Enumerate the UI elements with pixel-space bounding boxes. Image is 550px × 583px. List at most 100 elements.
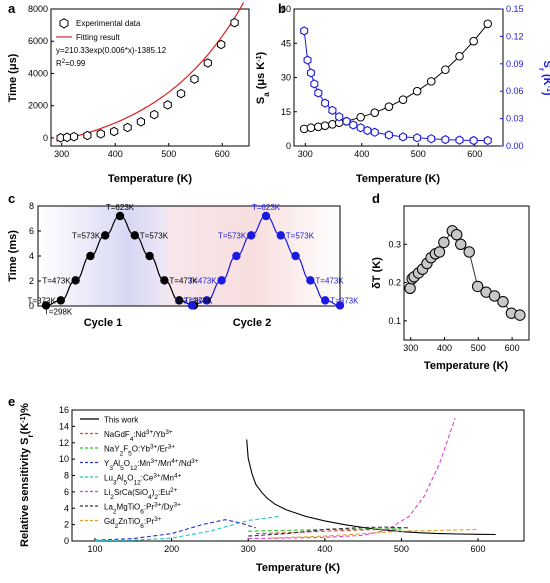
panel-b-ylabel-left: Sa (μs K-1) (255, 52, 271, 105)
y-tick-label: 0.2 (388, 278, 401, 288)
y-tick-label: 60 (281, 4, 291, 14)
sr-point (308, 69, 315, 77)
y-tick-label: 0 (43, 133, 48, 143)
data-point (204, 59, 211, 67)
temp-label: T=623K (106, 203, 135, 212)
legend-label-experimental: Experimental data (76, 19, 141, 28)
data-point (63, 133, 70, 141)
x-tick-label: 600 (471, 544, 486, 554)
sr-point (329, 106, 336, 114)
cycle-point (217, 276, 225, 284)
panel-label-e: e (8, 394, 15, 409)
panel-d-points (405, 226, 525, 321)
x-tick-label: 500 (394, 544, 409, 554)
sa-point (470, 37, 478, 45)
y-tick-label: 8 (29, 201, 34, 211)
temp-label: T=373K (28, 296, 57, 305)
sr-point (400, 133, 407, 141)
sa-point (385, 103, 393, 111)
x-tick-label: 600 (215, 149, 230, 159)
cycle-point (262, 212, 270, 220)
legend-entry: Lu3Al5O12:Ce3+/Mn4+ (104, 472, 182, 486)
dt-point (452, 230, 462, 240)
dt-point (464, 247, 474, 257)
cycle-point (71, 276, 79, 284)
cycle-point (116, 212, 124, 220)
cycle-point (160, 276, 168, 284)
y-tick-label: 2 (29, 276, 34, 286)
temp-label: T=623K (252, 203, 281, 212)
x-tick-label: 500 (161, 149, 176, 159)
sa-point (413, 87, 421, 95)
sr-point (385, 131, 392, 139)
temp-label: T=298K (44, 307, 73, 316)
cycle-point (306, 276, 314, 284)
y-tick-label: 8 (64, 471, 69, 481)
y-tick-label: 0.3 (388, 239, 401, 249)
panel-d-xlabel: Temperature (K) (424, 360, 508, 372)
sa-point (371, 109, 379, 117)
data-point (231, 19, 238, 27)
y-tick-label: 6 (64, 487, 69, 497)
y-tick-label: 4 (64, 503, 69, 513)
temp-label: T=373K (174, 296, 203, 305)
y-tick-label: 0 (286, 141, 291, 151)
temp-label: T=473K (315, 276, 344, 285)
data-point (70, 133, 77, 141)
panel-b-ylabel-right: Sr (K-1) (538, 60, 550, 95)
x-tick-label: 500 (471, 343, 486, 353)
x-tick-label: 600 (505, 343, 520, 353)
cycle-point (277, 231, 285, 239)
x-tick-label: 500 (411, 149, 426, 159)
sr-point (364, 127, 371, 135)
panel-a-frame (51, 9, 249, 146)
dt-point (439, 237, 449, 247)
panel-d-ylabel: δT (K) (371, 257, 383, 289)
y-tick-label: 8000 (28, 4, 48, 14)
y-tick-label: 0.1 (388, 316, 401, 326)
legend-entry: Li2SrCa(SiO4)2:Eu2+ (104, 487, 178, 501)
y-tick-label: 12 (59, 438, 69, 448)
temp-label: T=573K (140, 231, 169, 240)
y-tick-label: 0 (64, 536, 69, 546)
data-point (191, 75, 198, 83)
sa-point (456, 52, 464, 60)
sr-point (336, 113, 343, 121)
temp-label: T=573K (218, 231, 247, 240)
sr-point (343, 117, 350, 125)
cycle-point (321, 296, 329, 304)
sa-point (399, 96, 407, 104)
panel-e-xlabel: Temperature (K) (256, 562, 340, 574)
x-tick-label: 300 (241, 544, 256, 554)
y-tick-label: 30 (281, 73, 291, 83)
cycle-point (86, 252, 94, 260)
dt-point (405, 283, 415, 293)
series-line (247, 440, 496, 535)
cycle-point (232, 252, 240, 260)
sr-point (315, 89, 322, 97)
cycle-point (57, 296, 65, 304)
legend-entry: This work (104, 416, 139, 425)
data-point (151, 110, 158, 118)
y-tick-label: 15 (281, 107, 291, 117)
sr-point (304, 56, 311, 64)
x-tick-label: 600 (467, 149, 482, 159)
y-tick-label: 2 (64, 520, 69, 530)
dt-point (456, 239, 466, 249)
y-tick-label: 4 (29, 251, 34, 261)
y-right-tick-label: 0.12 (506, 31, 524, 41)
x-tick-label: 300 (403, 343, 418, 353)
y-tick-label: 4000 (28, 68, 48, 78)
panel-a-ylabel: Time (μs) (7, 53, 19, 102)
sr-point (470, 137, 477, 145)
temp-label: T=373K (330, 296, 359, 305)
legend-entry: NaGdF4:Nd3+/Yb3+ (104, 429, 173, 443)
cycle2-label: Cycle 2 (233, 317, 272, 329)
x-tick-label: 300 (298, 149, 313, 159)
panel-label-d: d (372, 191, 380, 206)
y-tick-label: 10 (59, 454, 69, 464)
x-tick-label: 100 (87, 544, 102, 554)
dt-point (498, 297, 508, 307)
